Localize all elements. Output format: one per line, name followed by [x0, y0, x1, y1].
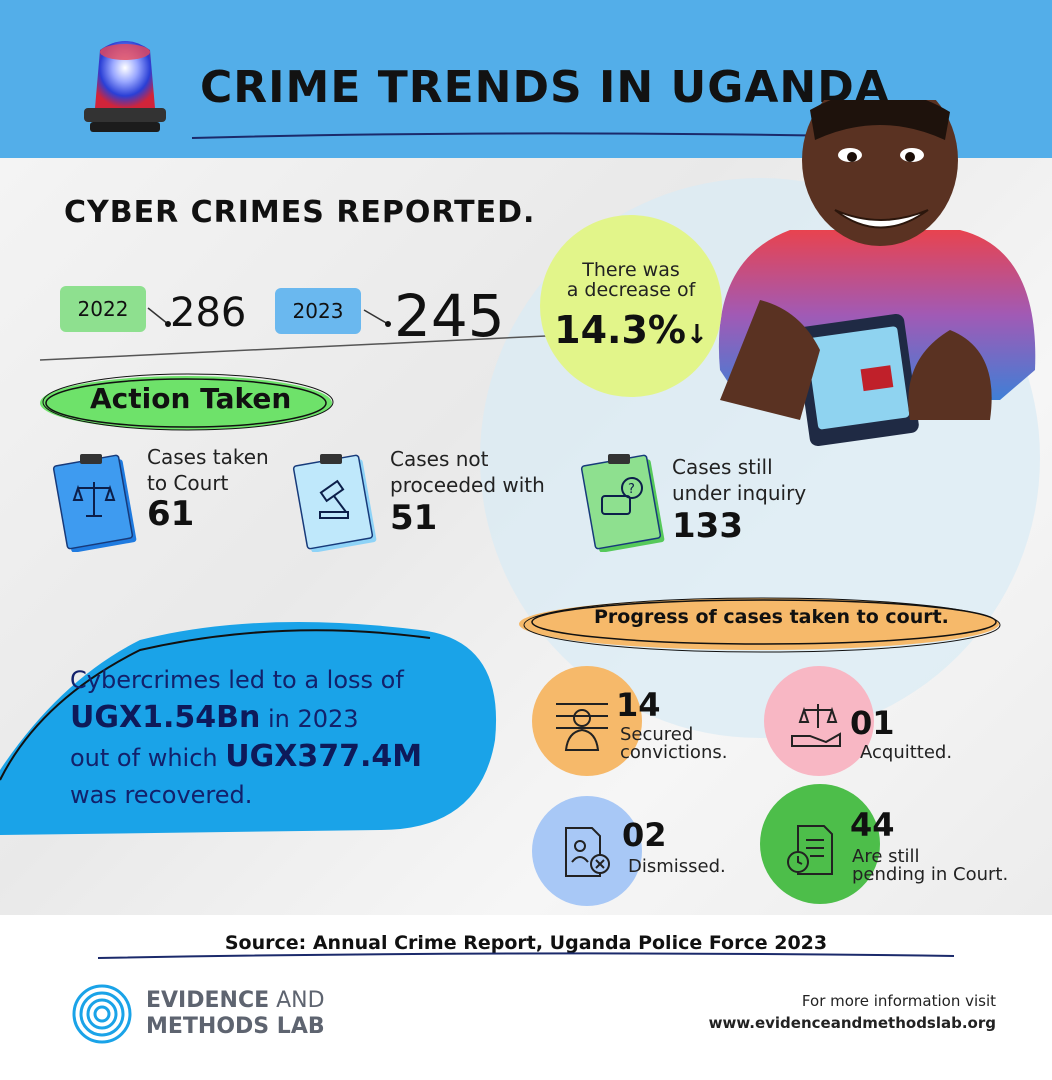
pending-label1: Are still: [852, 846, 920, 867]
website-link[interactable]: www.evidenceandmethodslab.org: [708, 1014, 996, 1032]
logo-evidence: EVIDENCE: [146, 988, 270, 1013]
loss-blob: [0, 622, 497, 835]
question-chat-icon: ?: [601, 477, 643, 515]
siren-icon: [84, 41, 166, 132]
header-banner: CRIME TRENDS IN UGANDA: [0, 0, 1052, 158]
clipboard-inquiry-icon: ?: [580, 454, 665, 552]
prisoner-icon: [556, 703, 608, 751]
progress-title: Progress of cases taken to court.: [594, 606, 949, 628]
section-title: CYBER CRIMES REPORTED.: [64, 195, 536, 230]
action-label-3a: Cases still: [672, 455, 773, 479]
pending-document-icon: [787, 825, 833, 875]
title-underline: [191, 132, 849, 139]
year-badge-2022: 2022: [60, 286, 146, 332]
action-label-2b: proceeded with: [390, 473, 545, 497]
convictions-label2: convictions.: [620, 742, 728, 763]
loss-line2: UGX1.54Bn in 2023: [70, 699, 490, 738]
pointer-line: [147, 307, 171, 327]
svg-text:?: ?: [628, 482, 635, 497]
fingerprint-logo-icon: [72, 984, 132, 1044]
action-taken-pill: [40, 373, 334, 431]
clipboard-court-icon: [52, 454, 137, 552]
scales-icon: [72, 482, 116, 517]
convictions-value: 14: [616, 686, 661, 724]
source-underline: [97, 952, 955, 959]
clipboard-not-proceeded-icon: [292, 454, 377, 552]
man-with-phone-illustration: [718, 100, 1036, 447]
convictions-label1: Secured: [620, 724, 694, 745]
decrease-value: 14.3%↓: [554, 308, 708, 352]
dismissed-label: Dismissed.: [628, 856, 726, 877]
loss-text: Cybercrimes led to a loss of UGX1.54Bn i…: [70, 662, 490, 814]
justice-hand-icon: [791, 704, 841, 747]
loss-line3: out of which UGX377.4M: [70, 738, 490, 777]
decrease-circle: There was a decrease of 14.3%↓: [540, 215, 722, 397]
pending-circle: [760, 784, 880, 904]
loss-out-of: out of which: [70, 744, 226, 772]
loss-amount: UGX1.54Bn: [70, 700, 261, 735]
pending-label2: pending in Court.: [852, 864, 1009, 885]
recovered-amount: UGX377.4M: [225, 739, 423, 774]
action-label-1a: Cases taken: [147, 445, 269, 469]
decrease-percent: 14.3%: [554, 308, 687, 352]
action-taken-title: Action Taken: [90, 382, 292, 415]
acquitted-value: 01: [850, 704, 895, 742]
action-value-1: 61: [147, 494, 195, 534]
action-label-2a: Cases not: [390, 447, 489, 471]
more-info: For more information visit www.evidencea…: [709, 990, 996, 1034]
action-label-3b: under inquiry: [672, 481, 807, 505]
gavel-icon: [319, 479, 349, 519]
value-2022: 286: [170, 290, 247, 336]
action-value-2: 51: [390, 498, 438, 538]
pending-value: 44: [850, 806, 895, 844]
dismissed-value: 02: [622, 816, 667, 854]
progress-pill: [519, 597, 1001, 653]
page-title: CRIME TRENDS IN UGANDA: [200, 62, 890, 113]
more-info-line: For more information visit: [801, 992, 996, 1010]
dismissed-document-icon: [565, 827, 610, 877]
down-arrow-icon: ↓: [686, 320, 708, 350]
logo-and: AND: [269, 988, 325, 1013]
logo-text: EVIDENCE AND METHODS LAB: [146, 988, 325, 1040]
source-text: Source: Annual Crime Report, Uganda Poli…: [224, 932, 828, 954]
action-value-3: 133: [672, 506, 743, 546]
action-label-1b: to Court: [147, 471, 229, 495]
year-badge-2023: 2023: [275, 288, 361, 334]
convictions-circle: [532, 666, 642, 776]
decrease-line1: There was: [582, 259, 680, 281]
loss-line1: Cybercrimes led to a loss of: [70, 666, 404, 694]
pointer-line: [363, 309, 391, 327]
divider-line: [39, 335, 547, 361]
acquitted-label: Acquitted.: [860, 742, 953, 763]
decrease-line2: a decrease of: [566, 279, 696, 301]
logo-line1: EVIDENCE AND: [146, 988, 325, 1014]
loss-line4: was recovered.: [70, 781, 253, 809]
loss-year: in 2023: [260, 705, 359, 733]
logo-line2: METHODS LAB: [146, 1014, 325, 1039]
dismissed-circle: [532, 796, 642, 906]
